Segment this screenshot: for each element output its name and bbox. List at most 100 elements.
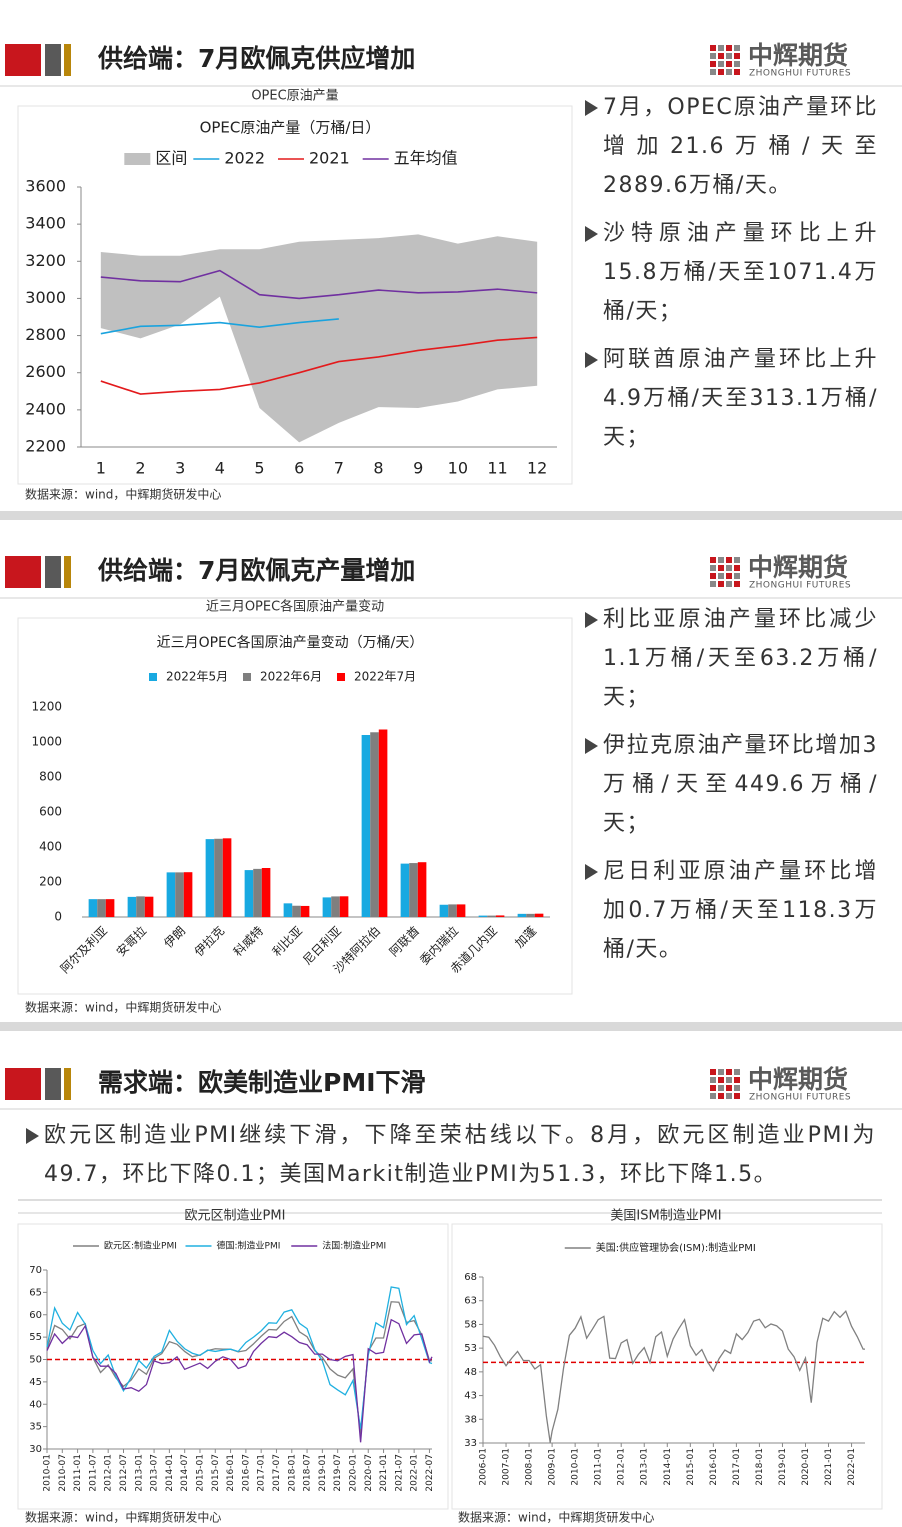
y-tick-label: 35 — [29, 1422, 42, 1433]
bullet: 欧元区制造业PMI继续下滑，下降至荣枯线以下。8月，欧元区制造业PMI为49.7… — [24, 1116, 876, 1194]
bullet: 沙特原油产量环比上升15.8万桶/天至1071.4万桶/天； — [583, 214, 878, 331]
logo-name: 中辉期货 — [748, 41, 848, 70]
x-tick-label: 3 — [175, 459, 185, 478]
x-tick-label: 加蓬 — [512, 924, 539, 951]
x-tick-label: 安哥拉 — [113, 923, 149, 959]
x-tick-label: 2011-01 — [73, 1454, 83, 1492]
y-tick-label: 63 — [464, 1296, 477, 1307]
chart-title: OPEC原油产量（万桶/日） — [200, 119, 381, 137]
bar — [495, 915, 505, 917]
chart-frame — [451, 1223, 883, 1510]
y-tick-label: 38 — [464, 1414, 477, 1425]
x-tick-label: 8 — [373, 459, 383, 478]
x-tick-label: 2018-07 — [303, 1454, 313, 1492]
bar — [361, 735, 371, 917]
y-tick-label: 800 — [39, 770, 62, 784]
x-tick-label: 2020-01 — [348, 1454, 358, 1492]
source-note: 数据来源：wind，中辉期货研发中心 — [25, 1000, 221, 1015]
x-tick-label: 2016-01 — [709, 1448, 719, 1486]
y-tick-label: 200 — [39, 875, 62, 889]
bar — [322, 897, 332, 917]
bar — [400, 863, 410, 917]
bar — [292, 905, 301, 917]
logo-name: 中辉期货 — [748, 553, 848, 582]
bar — [439, 904, 449, 917]
legend-label: 欧元区:制造业PMI — [104, 1240, 177, 1252]
x-tick-label: 1 — [96, 459, 106, 478]
bar — [331, 896, 340, 917]
x-tick-label: 2012-01 — [104, 1454, 114, 1492]
x-tick-label: 12 — [527, 459, 547, 478]
x-tick-label: 7 — [334, 459, 344, 478]
y-tick-label: 40 — [29, 1399, 42, 1410]
bar — [478, 915, 488, 917]
range-area — [100, 234, 538, 443]
y-tick-label: 600 — [39, 805, 62, 819]
y-tick-label: 33 — [464, 1438, 477, 1449]
bar — [456, 904, 466, 917]
y-tick-label: 0 — [54, 910, 62, 924]
logo-name-en: ZHONGHUI FUTURES — [749, 581, 851, 591]
bar — [214, 838, 223, 917]
y-tick-label: 65 — [29, 1287, 42, 1298]
x-tick-label: 2007-01 — [502, 1448, 512, 1486]
bullet: 利比亚原油产量环比减少1.1万桶/天至63.2万桶/天； — [583, 600, 878, 717]
x-tick-label: 2019-01 — [318, 1454, 328, 1492]
bullet-list: 利比亚原油产量环比减少1.1万桶/天至63.2万桶/天； 伊拉克原油产量环比增加… — [583, 600, 878, 978]
x-tick-label: 阿尔及利亚 — [57, 923, 110, 976]
x-tick-label: 2022-07 — [425, 1454, 435, 1492]
x-tick-label: 2013-01 — [134, 1454, 144, 1492]
bullet: 尼日利亚原油产量环比增加0.7万桶/天至118.3万桶/天。 — [583, 852, 878, 969]
y-tick-label: 45 — [29, 1377, 42, 1388]
chart-frame — [17, 617, 573, 995]
x-tick-label: 2017-07 — [272, 1454, 282, 1492]
y-tick-label: 43 — [464, 1391, 477, 1402]
x-tick-label: 2019-07 — [333, 1454, 343, 1492]
bullet: 伊拉克原油产量环比增加3万桶/天至449.6万桶/天； — [583, 726, 878, 843]
y-tick-label: 48 — [464, 1367, 477, 1378]
x-tick-label: 2018-01 — [755, 1448, 765, 1486]
series-line — [46, 1286, 433, 1429]
separator — [0, 1022, 902, 1031]
y-tick-label: 53 — [464, 1343, 477, 1354]
y-tick-label: 70 — [29, 1265, 42, 1276]
logo-icon — [710, 45, 740, 75]
legend-label: 2022年6月 — [260, 670, 322, 684]
x-tick-label: 2020-01 — [801, 1448, 811, 1486]
y-tick-label: 400 — [39, 840, 62, 854]
bar — [448, 904, 457, 917]
y-tick-label: 3000 — [25, 288, 66, 307]
bar — [487, 915, 496, 917]
bar — [127, 896, 137, 917]
bar — [88, 899, 98, 917]
x-tick-label: 科威特 — [230, 923, 266, 959]
legend-label: 2021 — [309, 149, 350, 168]
y-tick-label: 3200 — [25, 251, 66, 270]
legend-label: 美国:供应管理协会(ISM):制造业PMI — [596, 1241, 756, 1254]
bar — [534, 913, 544, 917]
chart-caption: 美国ISM制造业PMI — [610, 1209, 721, 1224]
bar — [183, 872, 193, 917]
x-tick-label: 2014-01 — [165, 1454, 175, 1492]
x-tick-label: 2022-01 — [847, 1448, 857, 1486]
x-tick-label: 2010-01 — [571, 1448, 581, 1486]
y-tick-label: 60 — [29, 1310, 42, 1321]
y-tick-label: 68 — [464, 1272, 477, 1283]
series-line — [46, 1318, 433, 1443]
legend-label: 法国:制造业PMI — [322, 1240, 386, 1252]
x-tick-label: 2015-07 — [211, 1454, 221, 1492]
logo-name: 中辉期货 — [748, 1065, 848, 1094]
legend-label: 2022年5月 — [166, 670, 228, 684]
bar — [517, 913, 527, 917]
legend-label: 2022年7月 — [354, 670, 416, 684]
x-tick-label: 伊朗 — [161, 924, 188, 951]
legend-swatch — [243, 673, 251, 681]
x-tick-label: 2014-01 — [663, 1448, 673, 1486]
x-tick-label: 2017-01 — [732, 1448, 742, 1486]
y-tick-label: 3600 — [25, 177, 66, 196]
x-tick-label: 利比亚 — [270, 924, 305, 959]
bar — [409, 863, 418, 917]
x-tick-label: 2018-01 — [287, 1454, 297, 1492]
